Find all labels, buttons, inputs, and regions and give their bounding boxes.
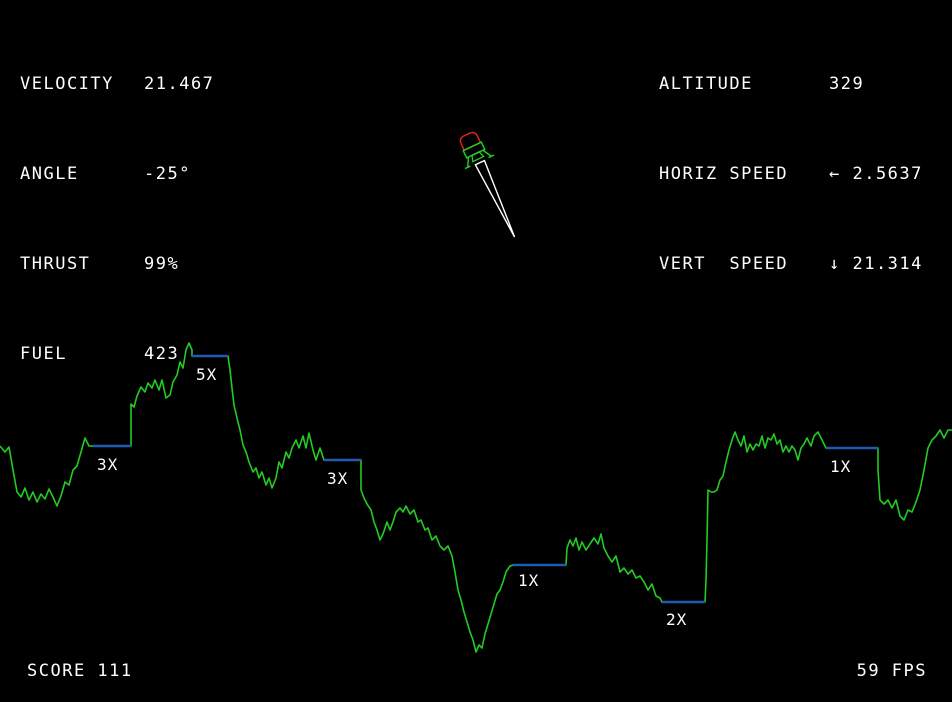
thrust-label: THRUST xyxy=(20,254,91,274)
altitude-label: ALTITUDE xyxy=(659,74,753,94)
vert-speed-value: ↓ 21.314 xyxy=(829,254,923,274)
angle-value: -25° xyxy=(144,164,191,184)
pad-multiplier-label: 3X xyxy=(327,469,348,488)
fuel-row: FUEL 423 xyxy=(20,339,214,369)
horiz-speed-row: HORIZ SPEED ← 2.5637 xyxy=(659,159,923,189)
hud-right-panel: ALTITUDE 329 HORIZ SPEED ← 2.5637 VERT S… xyxy=(659,9,923,309)
lander-foot-right xyxy=(488,154,495,159)
angle-row: ANGLE -25° xyxy=(20,159,214,189)
lander-nozzle xyxy=(470,150,481,157)
pad-multiplier-label: 3X xyxy=(97,455,118,474)
lander-engine-bell xyxy=(471,151,485,163)
fps-counter: 59 FPS xyxy=(856,661,927,681)
velocity-row: VELOCITY 21.467 xyxy=(20,69,214,99)
pad-labels: 3X 5X 3X 1X 2X 1X xyxy=(97,365,851,629)
altitude-value: 329 xyxy=(829,74,865,94)
lander-leg-right xyxy=(482,149,492,157)
score-display: SCORE 111 xyxy=(27,661,133,681)
fuel-label: FUEL xyxy=(20,344,67,364)
terrain xyxy=(0,342,952,653)
lander[interactable] xyxy=(452,128,529,244)
thrust-value: 99% xyxy=(144,254,180,274)
fuel-value: 423 xyxy=(144,344,180,364)
thrust-row: THRUST 99% xyxy=(20,249,214,279)
pad-multiplier-label: 2X xyxy=(666,610,687,629)
pad-multiplier-label: 5X xyxy=(196,365,217,384)
vert-speed-label: VERT SPEED xyxy=(659,254,789,274)
pad-multiplier-label: 1X xyxy=(830,457,851,476)
horiz-speed-value: ← 2.5637 xyxy=(829,164,923,184)
lander-foot-left xyxy=(464,165,471,170)
lander-cabin xyxy=(459,131,482,152)
lander-leg-left xyxy=(466,156,470,168)
vert-speed-row: VERT SPEED ↓ 21.314 xyxy=(659,249,923,279)
altitude-row: ALTITUDE 329 xyxy=(659,69,923,99)
velocity-label: VELOCITY xyxy=(20,74,114,94)
hud-left-panel: VELOCITY 21.467 ANGLE -25° THRUST 99% FU… xyxy=(20,9,214,399)
velocity-value: 21.467 xyxy=(144,74,215,94)
angle-label: ANGLE xyxy=(20,164,79,184)
pad-multiplier-label: 1X xyxy=(518,571,539,590)
landing-pads xyxy=(93,354,878,604)
horiz-speed-label: HORIZ SPEED xyxy=(659,164,789,184)
exhaust-flame xyxy=(474,159,516,238)
